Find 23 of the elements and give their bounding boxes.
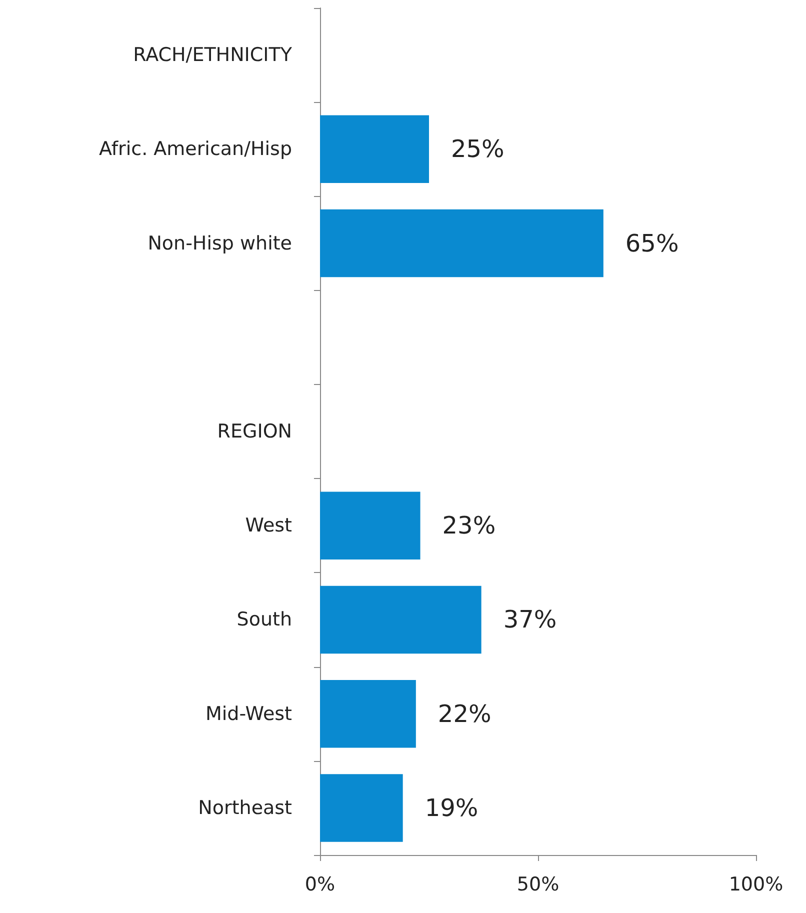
data-label: 19% bbox=[424, 794, 478, 822]
y-tick-label: Northeast bbox=[198, 796, 292, 819]
bar bbox=[320, 680, 416, 748]
bar bbox=[320, 492, 420, 560]
bar bbox=[320, 209, 604, 278]
data-label: 65% bbox=[625, 229, 679, 258]
data-label: 25% bbox=[451, 135, 504, 164]
x-tick-label: 0% bbox=[304, 874, 336, 896]
bar bbox=[320, 774, 403, 842]
y-tick-label: Mid-West bbox=[205, 702, 292, 725]
x-tick-label: 100% bbox=[728, 874, 784, 896]
y-tick-label: South bbox=[236, 608, 292, 631]
x-tick-label: 50% bbox=[516, 874, 560, 896]
y-tick-label: REGION bbox=[217, 420, 292, 442]
y-tick-label: Afric. American/Hisp bbox=[99, 138, 292, 160]
y-tick-label: West bbox=[245, 514, 292, 537]
data-label: 37% bbox=[503, 606, 557, 634]
bar bbox=[320, 115, 429, 184]
data-label: 22% bbox=[438, 700, 492, 728]
data-label: 23% bbox=[442, 512, 496, 540]
y-tick-label: Non-Hisp white bbox=[148, 232, 292, 254]
bar bbox=[320, 586, 482, 654]
y-tick-label: RACH/ETHNICITY bbox=[133, 44, 292, 66]
